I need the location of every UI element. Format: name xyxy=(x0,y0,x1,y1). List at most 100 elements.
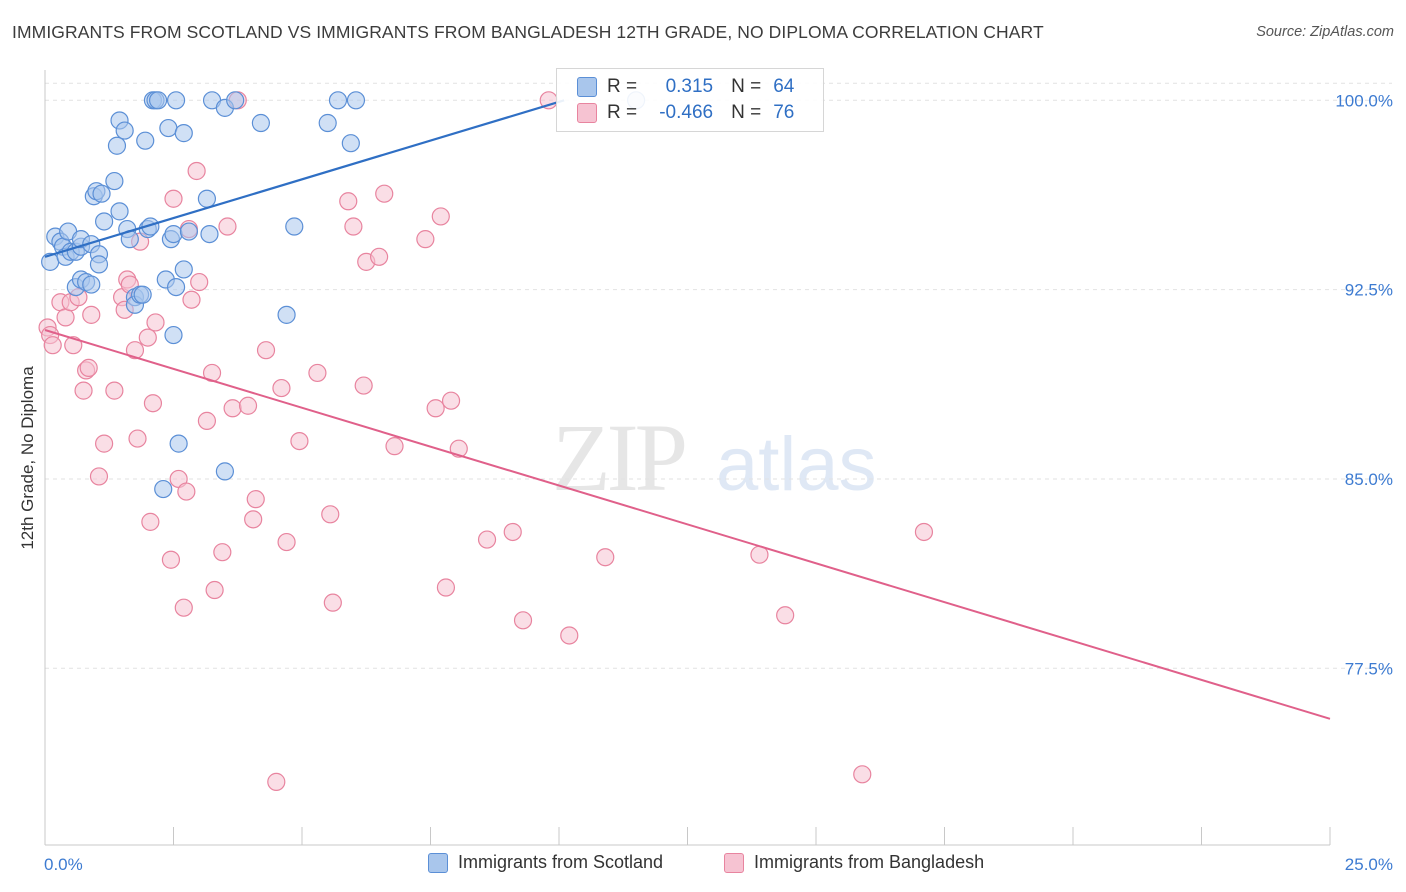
trendline-scotland xyxy=(44,99,565,258)
legend-r-value: 0.315 xyxy=(665,76,714,97)
data-point-scotland xyxy=(164,325,183,345)
data-point-bangladesh xyxy=(128,429,147,448)
data-point-scotland xyxy=(82,275,101,294)
data-point-bangladesh xyxy=(385,437,404,456)
data-point-bangladesh xyxy=(218,217,237,236)
data-point-bangladesh xyxy=(244,510,263,529)
y-tick-label: 85.0% xyxy=(1345,470,1393,489)
data-point-bangladesh xyxy=(503,522,522,542)
chart-title: IMMIGRANTS FROM SCOTLAND VS IMMIGRANTS F… xyxy=(12,22,1044,42)
data-point-bangladesh xyxy=(560,626,579,645)
series-scotland-points xyxy=(41,91,646,499)
data-point-bangladesh xyxy=(143,394,163,413)
data-point-bangladesh xyxy=(426,399,445,418)
data-point-bangladesh xyxy=(441,391,461,410)
data-point-scotland xyxy=(166,91,186,110)
data-point-bangladesh xyxy=(431,207,450,226)
data-point-bangladesh xyxy=(187,161,206,181)
watermark: ZIP atlas xyxy=(552,404,877,511)
legend-n-value: 64 xyxy=(773,76,795,97)
data-point-bangladesh xyxy=(370,247,389,266)
data-point-scotland xyxy=(197,189,217,208)
legend-swatch-bangladesh xyxy=(577,103,597,123)
data-point-bangladesh xyxy=(56,308,75,327)
data-point-bangladesh xyxy=(776,606,795,625)
data-point-scotland xyxy=(251,113,270,133)
data-point-bangladesh xyxy=(82,305,101,324)
legend-n-label: N = xyxy=(731,76,762,97)
x-tick-label: 0.0% xyxy=(44,855,83,874)
data-point-bangladesh xyxy=(308,363,327,383)
data-point-scotland xyxy=(89,255,109,274)
data-point-bangladesh xyxy=(436,578,456,597)
y-axis-label: 12th Grade, No Diploma xyxy=(18,366,37,550)
data-point-scotland xyxy=(166,278,186,297)
legend-r-label: R = xyxy=(607,102,638,123)
bottom-legend-bangladesh[interactable]: Immigrants from Bangladesh xyxy=(724,852,984,873)
data-point-bangladesh xyxy=(277,532,296,552)
trendline-bangladesh xyxy=(44,329,1331,720)
data-point-bangladesh xyxy=(105,381,124,400)
legend-r-label: R = xyxy=(607,76,638,97)
data-point-bangladesh xyxy=(182,290,201,309)
legend-swatch-scotland xyxy=(428,852,448,873)
data-point-scotland xyxy=(154,479,173,499)
data-point-bangladesh xyxy=(596,548,615,567)
data-point-bangladesh xyxy=(513,611,533,630)
data-point-scotland xyxy=(159,118,178,138)
data-point-scotland xyxy=(215,462,234,481)
data-point-scotland xyxy=(174,124,193,143)
data-point-bangladesh xyxy=(238,396,258,415)
y-tick-label: 100.0% xyxy=(1335,91,1393,110)
data-point-bangladesh xyxy=(354,376,373,395)
data-point-bangladesh xyxy=(344,217,363,236)
data-point-scotland xyxy=(174,260,193,279)
data-point-bangladesh xyxy=(256,341,276,360)
data-point-bangladesh xyxy=(223,399,242,418)
data-point-scotland xyxy=(110,202,129,221)
data-point-scotland xyxy=(95,212,114,231)
data-point-bangladesh xyxy=(205,580,224,600)
data-point-bangladesh xyxy=(89,467,109,486)
data-point-bangladesh xyxy=(477,530,497,549)
data-point-bangladesh xyxy=(138,328,157,347)
data-point-bangladesh xyxy=(174,598,193,617)
data-point-scotland xyxy=(92,184,111,203)
data-point-bangladesh xyxy=(246,490,265,509)
legend-label-bangladesh: Immigrants from Bangladesh xyxy=(754,852,985,872)
data-point-bangladesh xyxy=(190,272,209,292)
legend-n-value: 76 xyxy=(773,102,795,123)
data-point-bangladesh xyxy=(323,593,342,612)
data-point-bangladesh xyxy=(74,381,93,400)
data-point-bangladesh xyxy=(290,431,309,451)
correlation-legend: R = 0.315 N = 64 R = -0.466 N = 76 xyxy=(556,68,824,132)
data-point-bangladesh xyxy=(213,543,232,562)
data-point-scotland xyxy=(341,134,360,153)
gridlines xyxy=(45,82,1392,669)
legend-row-bangladesh: R = -0.466 N = 76 xyxy=(577,100,794,126)
axes xyxy=(44,70,1331,846)
legend-label-scotland: Immigrants from Scotland xyxy=(458,852,664,872)
y-tick-label: 92.5% xyxy=(1345,281,1393,300)
data-point-bangladesh xyxy=(125,341,145,360)
data-point-scotland xyxy=(115,121,134,140)
data-point-scotland xyxy=(136,131,155,150)
data-point-bangladesh xyxy=(375,184,394,203)
data-point-scotland xyxy=(148,91,168,110)
data-point-scotland xyxy=(328,91,348,110)
x-tick-label: 25.0% xyxy=(1345,855,1393,874)
data-point-bangladesh xyxy=(272,378,291,398)
data-point-scotland xyxy=(200,224,219,244)
watermark-atlas: atlas xyxy=(716,422,877,507)
data-point-bangladesh xyxy=(914,522,934,542)
data-point-scotland xyxy=(107,136,127,155)
data-point-bangladesh xyxy=(416,230,435,249)
data-point-scotland xyxy=(277,305,296,324)
data-point-bangladesh xyxy=(853,765,872,784)
data-point-scotland xyxy=(226,91,245,110)
tick-labels: 100.0% 92.5% 85.0% 77.5% 0.0% 25.0% xyxy=(44,91,1393,874)
data-point-scotland xyxy=(164,224,183,244)
data-point-scotland xyxy=(346,91,366,110)
bottom-legend-scotland[interactable]: Immigrants from Scotland xyxy=(428,852,663,873)
